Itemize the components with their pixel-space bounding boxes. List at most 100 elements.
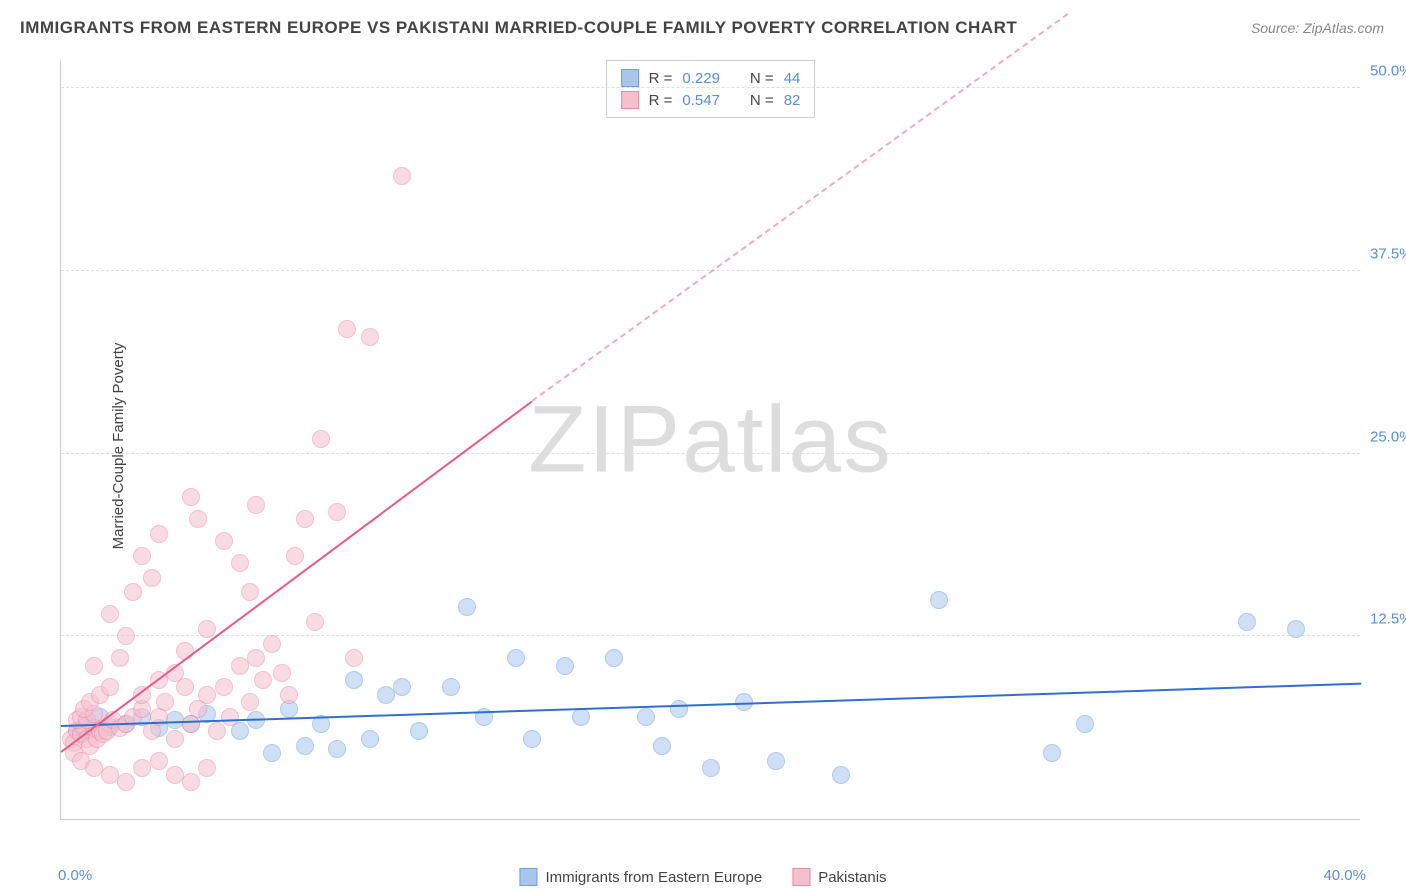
legend-swatch <box>792 868 810 886</box>
scatter-point <box>393 678 411 696</box>
scatter-point <box>1043 744 1061 762</box>
scatter-point <box>198 686 216 704</box>
scatter-point <box>767 752 785 770</box>
y-tick-label: 25.0% <box>1370 428 1406 445</box>
scatter-point <box>156 693 174 711</box>
scatter-point <box>166 730 184 748</box>
scatter-point <box>143 569 161 587</box>
scatter-point <box>150 525 168 543</box>
x-axis-max-label: 40.0% <box>1323 867 1366 884</box>
legend-swatch <box>519 868 537 886</box>
scatter-point <box>286 547 304 565</box>
scatter-point <box>182 488 200 506</box>
scatter-point <box>231 657 249 675</box>
n-value: 44 <box>784 70 801 87</box>
scatter-point <box>523 730 541 748</box>
scatter-point <box>133 547 151 565</box>
scatter-point <box>1076 715 1094 733</box>
scatter-point <box>117 773 135 791</box>
r-label: R = <box>649 92 673 109</box>
scatter-point <box>263 635 281 653</box>
scatter-point <box>182 773 200 791</box>
source-attribution: Source: ZipAtlas.com <box>1251 20 1384 36</box>
scatter-point <box>280 686 298 704</box>
scatter-point <box>458 598 476 616</box>
scatter-point <box>393 167 411 185</box>
scatter-point <box>556 657 574 675</box>
scatter-point <box>263 744 281 762</box>
scatter-point <box>296 737 314 755</box>
y-tick-label: 37.5% <box>1370 245 1406 262</box>
scatter-point <box>85 657 103 675</box>
scatter-point <box>328 740 346 758</box>
legend-label: Pakistanis <box>818 869 886 886</box>
scatter-point <box>296 510 314 528</box>
r-value: 0.229 <box>682 70 720 87</box>
r-label: R = <box>649 70 673 87</box>
plot-area: ZIPatlas R =0.229N =44R =0.547N =82 12.5… <box>60 60 1360 820</box>
scatter-point <box>572 708 590 726</box>
y-tick-label: 50.0% <box>1370 63 1406 80</box>
scatter-point <box>198 620 216 638</box>
scatter-point <box>198 759 216 777</box>
grid-line <box>61 453 1360 454</box>
scatter-point <box>338 320 356 338</box>
scatter-point <box>208 722 226 740</box>
bottom-legend: Immigrants from Eastern Europe Pakistanis <box>519 868 886 886</box>
scatter-point <box>361 730 379 748</box>
scatter-point <box>231 554 249 572</box>
y-tick-label: 12.5% <box>1370 611 1406 628</box>
scatter-point <box>637 708 655 726</box>
scatter-point <box>361 328 379 346</box>
legend-swatch <box>621 69 639 87</box>
scatter-point <box>101 605 119 623</box>
r-value: 0.547 <box>682 92 720 109</box>
scatter-point <box>150 752 168 770</box>
scatter-point <box>1238 613 1256 631</box>
n-label: N = <box>750 70 774 87</box>
scatter-point <box>345 671 363 689</box>
scatter-point <box>312 430 330 448</box>
scatter-point <box>124 583 142 601</box>
grid-line <box>61 635 1360 636</box>
scatter-point <box>111 649 129 667</box>
legend-item: Immigrants from Eastern Europe <box>519 868 762 886</box>
grid-line <box>61 87 1360 88</box>
scatter-point <box>345 649 363 667</box>
scatter-point <box>702 759 720 777</box>
scatter-point <box>221 708 239 726</box>
n-value: 82 <box>784 92 801 109</box>
scatter-point <box>189 510 207 528</box>
scatter-point <box>410 722 428 740</box>
x-axis-min-label: 0.0% <box>58 867 92 884</box>
legend-label: Immigrants from Eastern Europe <box>545 869 762 886</box>
chart-title: IMMIGRANTS FROM EASTERN EUROPE VS PAKIST… <box>20 18 1017 38</box>
stats-legend: R = 0.229 N = 44 R = 0.547 N = 82 <box>606 60 816 118</box>
scatter-point <box>215 532 233 550</box>
scatter-point <box>1287 620 1305 638</box>
scatter-point <box>101 678 119 696</box>
n-label: N = <box>750 92 774 109</box>
legend-swatch <box>621 91 639 109</box>
scatter-point <box>605 649 623 667</box>
scatter-point <box>832 766 850 784</box>
scatter-point <box>166 711 184 729</box>
scatter-point <box>241 693 259 711</box>
scatter-point <box>133 759 151 777</box>
scatter-point <box>215 678 233 696</box>
scatter-point <box>328 503 346 521</box>
scatter-point <box>507 649 525 667</box>
scatter-point <box>670 700 688 718</box>
scatter-point <box>273 664 291 682</box>
scatter-point <box>377 686 395 704</box>
stats-legend-row: R = 0.229 N = 44 <box>621 67 801 89</box>
scatter-point <box>653 737 671 755</box>
scatter-point <box>930 591 948 609</box>
scatter-point <box>442 678 460 696</box>
legend-item: Pakistanis <box>792 868 886 886</box>
scatter-point <box>247 496 265 514</box>
scatter-point <box>117 627 135 645</box>
scatter-point <box>247 649 265 667</box>
scatter-point <box>254 671 272 689</box>
stats-legend-row: R = 0.547 N = 82 <box>621 89 801 111</box>
